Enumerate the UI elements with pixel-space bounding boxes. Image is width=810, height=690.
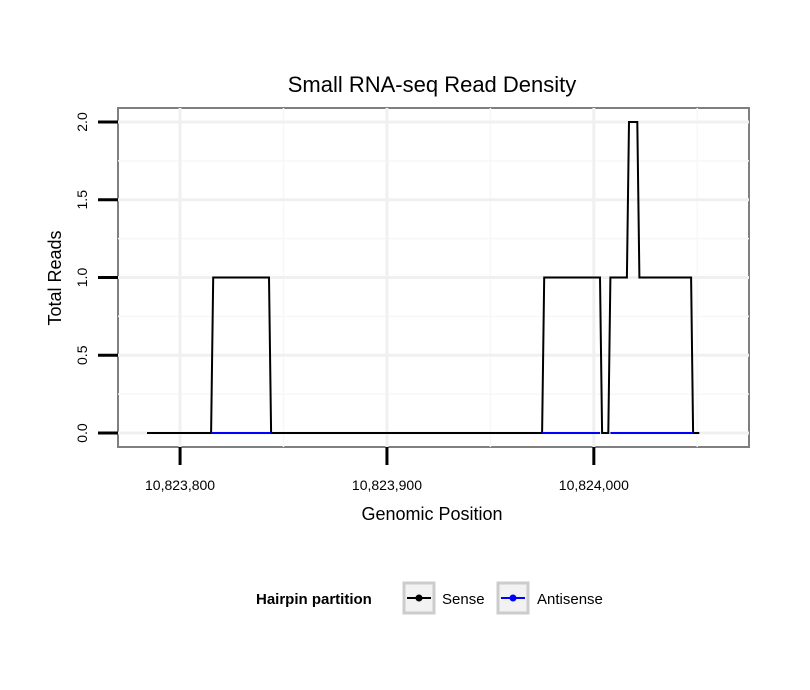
y-axis-label: Total Reads [45, 230, 65, 325]
legend: Hairpin partition Sense Antisense [256, 581, 603, 615]
y-tick-label: 0.5 [74, 345, 90, 365]
chart-title: Small RNA-seq Read Density [288, 72, 577, 97]
legend-point-sense [415, 594, 423, 602]
x-tick-label: 10,823,800 [145, 477, 215, 493]
y-tick-label: 1.0 [74, 268, 90, 288]
y-axis: 0.0 0.5 1.0 1.5 2.0 [74, 112, 118, 443]
series-layer [147, 121, 700, 435]
y-tick-label: 2.0 [74, 112, 90, 132]
legend-label-antisense: Antisense [537, 591, 603, 608]
legend-label-sense: Sense [442, 591, 485, 608]
x-tick-label: 10,823,900 [352, 477, 422, 493]
legend-item-antisense: Antisense [496, 581, 603, 615]
series-line-sense [147, 121, 700, 434]
legend-title: Hairpin partition [256, 591, 372, 608]
x-axis: 10,823,800 10,823,900 10,824,000 [145, 447, 629, 493]
x-tick-label: 10,824,000 [559, 477, 629, 493]
y-tick-label: 0.0 [74, 423, 90, 443]
legend-point-antisense [509, 594, 517, 602]
x-axis-label: Genomic Position [361, 504, 502, 524]
y-tick-label: 1.5 [74, 190, 90, 210]
legend-item-sense: Sense [402, 581, 485, 615]
